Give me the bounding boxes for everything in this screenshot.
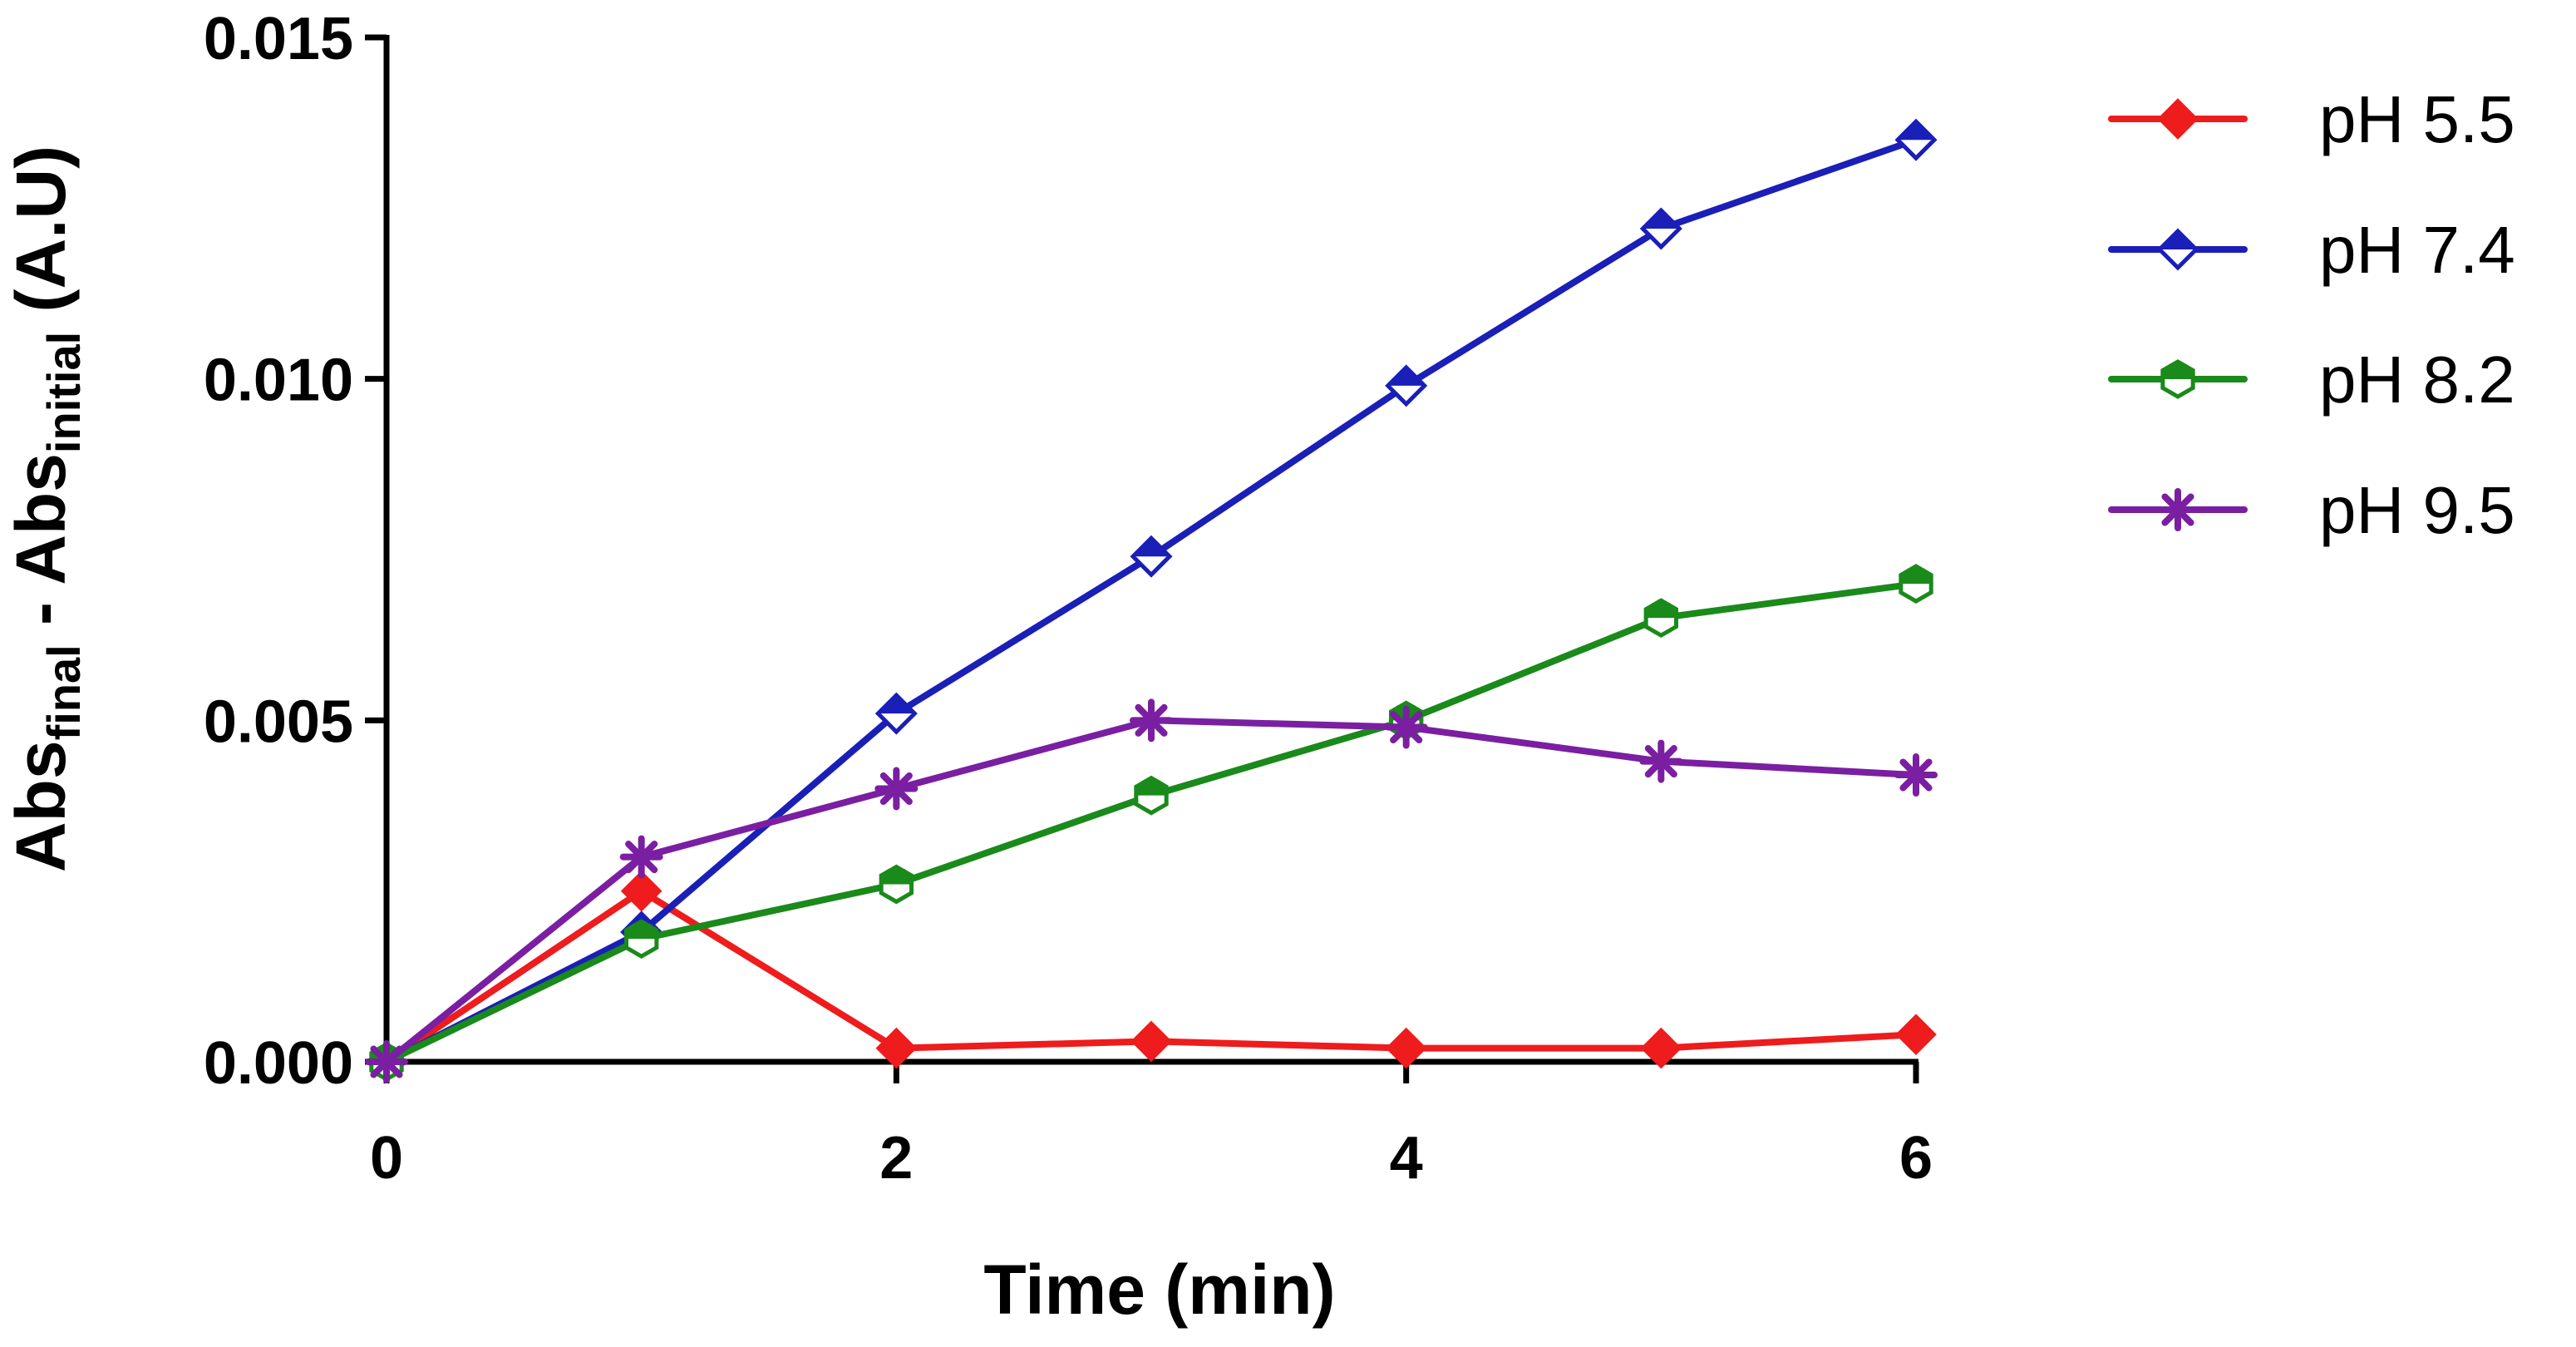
legend-item-ph-9-5: pH 9.5 bbox=[2108, 473, 2515, 547]
data-point-ph-8-2-fill bbox=[1134, 780, 1169, 796]
x-tick-label: 6 bbox=[1899, 1125, 1933, 1192]
data-point-ph-5-5 bbox=[620, 870, 662, 912]
data-point-ph-9-5-spoke bbox=[879, 772, 913, 806]
y-axis-title-abs: Abs bbox=[2, 740, 80, 872]
x-tick-label: 0 bbox=[370, 1125, 403, 1192]
data-point-ph-8-2 bbox=[1899, 564, 1933, 604]
data-point-ph-7-4 bbox=[1894, 118, 1938, 161]
legend-marker bbox=[2156, 488, 2199, 531]
legend-marker-spoke bbox=[2161, 493, 2194, 526]
data-point-ph-7-4-fill bbox=[1643, 210, 1680, 229]
data-point-ph-9-5-spoke bbox=[1390, 710, 1423, 744]
data-point-ph-5-5-shape bbox=[875, 1027, 918, 1069]
data-point-ph-7-4-fill bbox=[878, 695, 915, 714]
data-point-ph-8-2 bbox=[879, 864, 914, 905]
legend-item-ph-7-4: pH 7.4 bbox=[2108, 213, 2515, 287]
series-layer bbox=[365, 118, 1938, 1083]
data-point-ph-7-4 bbox=[1639, 207, 1682, 250]
legend-marker bbox=[2160, 359, 2195, 399]
data-point-ph-9-5 bbox=[1384, 705, 1428, 749]
data-point-ph-7-4 bbox=[874, 692, 918, 735]
series-ph-9-5 bbox=[365, 698, 1938, 1083]
y-axis-title-unit: (A.U) bbox=[2, 146, 80, 332]
data-point-ph-8-2-fill bbox=[1643, 602, 1679, 619]
data-point-ph-5-5 bbox=[1385, 1027, 1427, 1069]
y-axis-title-abs-2: Abs bbox=[2, 453, 80, 585]
data-point-ph-8-2 bbox=[1643, 598, 1679, 639]
data-point-ph-9-5 bbox=[1894, 753, 1938, 797]
data-point-ph-5-5 bbox=[1130, 1020, 1172, 1063]
legend-label: pH 5.5 bbox=[2319, 82, 2515, 156]
data-point-ph-5-5 bbox=[1640, 1027, 1682, 1069]
data-point-ph-5-5-shape bbox=[1895, 1014, 1937, 1055]
y-axis-title-separator: - bbox=[2, 585, 80, 645]
y-axis-title-sub-final: final bbox=[37, 644, 90, 740]
series-ph-7-4 bbox=[365, 118, 1938, 1083]
series-ph-8-2 bbox=[369, 564, 1933, 1082]
y-tick-label: 0.015 bbox=[204, 6, 353, 72]
data-point-ph-9-5 bbox=[619, 835, 663, 879]
data-point-ph-7-4 bbox=[1385, 364, 1428, 407]
legend-marker-fill bbox=[2160, 363, 2195, 379]
data-point-ph-5-5-shape bbox=[1640, 1027, 1682, 1069]
data-point-ph-5-5-shape bbox=[1130, 1020, 1172, 1063]
legend-marker-shape bbox=[2157, 98, 2199, 140]
data-point-ph-5-5-shape bbox=[1385, 1027, 1427, 1069]
y-tick-label: 0.005 bbox=[204, 688, 353, 755]
legend-item-ph-5-5: pH 5.5 bbox=[2108, 82, 2515, 156]
data-point-ph-7-4-fill bbox=[1898, 121, 1934, 141]
legend-marker-fill bbox=[2160, 231, 2196, 249]
series-ph-5-5 bbox=[366, 870, 1937, 1083]
data-point-ph-9-5-spoke bbox=[1135, 703, 1168, 737]
data-point-ph-8-2 bbox=[1134, 775, 1169, 816]
data-point-ph-9-5-spoke bbox=[625, 841, 658, 874]
data-point-ph-8-2-fill bbox=[1899, 568, 1933, 585]
legend-label: pH 8.2 bbox=[2319, 343, 2515, 417]
data-point-ph-9-5 bbox=[874, 767, 919, 811]
legend: pH 5.5 pH 7.4 pH 8.2 pH 9.5 bbox=[2108, 82, 2515, 547]
legend-label: pH 9.5 bbox=[2319, 473, 2515, 547]
data-point-ph-9-5-spoke bbox=[1644, 745, 1677, 778]
series-line-ph-9-5 bbox=[383, 717, 1919, 1065]
y-tick-label: 0.010 bbox=[204, 348, 353, 414]
data-point-ph-8-2-fill bbox=[879, 869, 914, 885]
x-tick-label: 2 bbox=[879, 1125, 913, 1192]
svg-text:Absfinal - Absinitial (A.U): Absfinal - Absinitial (A.U) bbox=[2, 146, 90, 872]
legend-label: pH 7.4 bbox=[2319, 213, 2515, 287]
legend-marker bbox=[2157, 98, 2199, 140]
data-point-ph-9-5 bbox=[365, 1040, 408, 1083]
data-point-ph-8-2-fill bbox=[623, 923, 659, 940]
axes: 0.000 0.005 0.010 0.015 0 2 4 6 bbox=[204, 6, 1933, 1192]
data-point-ph-7-4 bbox=[1130, 535, 1173, 578]
data-point-ph-7-4-fill bbox=[1133, 538, 1170, 557]
y-axis-title: Absfinal - Absinitial (A.U) bbox=[2, 146, 90, 872]
data-point-ph-8-2 bbox=[623, 919, 659, 960]
series-line-ph-7-4 bbox=[383, 136, 1919, 1065]
data-point-ph-9-5 bbox=[1639, 739, 1683, 783]
legend-item-ph-8-2: pH 8.2 bbox=[2108, 343, 2515, 417]
data-point-ph-5-5 bbox=[875, 1027, 918, 1069]
y-axis-title-sub-initial: initial bbox=[37, 332, 90, 453]
data-point-ph-9-5-spoke bbox=[370, 1045, 403, 1078]
data-point-ph-9-5-spoke bbox=[1899, 758, 1933, 792]
data-point-ph-5-5-shape bbox=[620, 870, 662, 912]
data-point-ph-9-5 bbox=[1130, 698, 1173, 743]
data-point-ph-7-4-fill bbox=[1387, 367, 1425, 386]
legend-marker bbox=[2156, 228, 2199, 271]
data-point-ph-5-5 bbox=[1895, 1014, 1937, 1055]
series-line-ph-8-2 bbox=[383, 580, 1919, 1065]
y-tick-label: 0.000 bbox=[204, 1030, 353, 1097]
x-axis-title: Time (min) bbox=[983, 1251, 1335, 1329]
x-tick-label: 4 bbox=[1390, 1125, 1423, 1192]
